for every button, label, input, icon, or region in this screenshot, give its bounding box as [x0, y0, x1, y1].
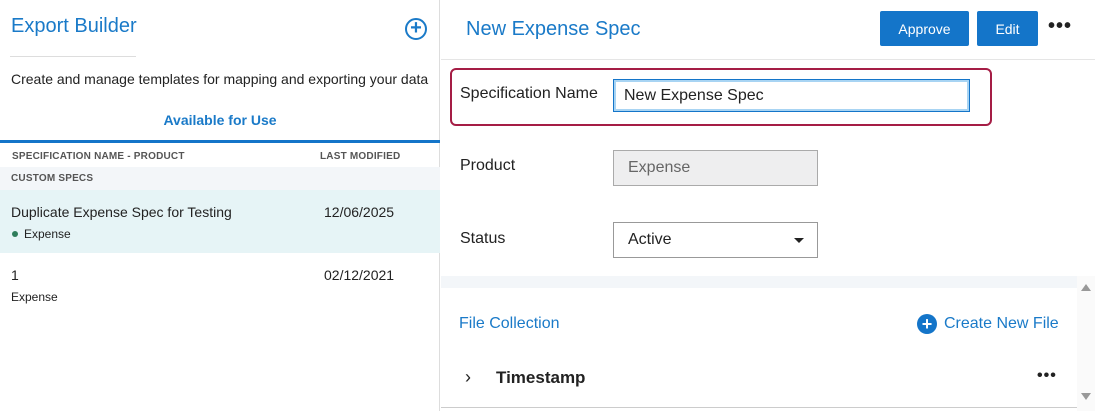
more-options-icon[interactable]: ••• [1048, 15, 1073, 37]
group-custom-specs: CUSTOM SPECS [0, 167, 440, 190]
approve-button[interactable]: Approve [880, 11, 969, 46]
spec-list-panel: Export Builder + Create and manage templ… [0, 0, 440, 411]
status-label: Status [460, 230, 506, 247]
product-field: Expense [613, 150, 818, 186]
plus-circle-icon[interactable]: + [917, 314, 937, 334]
table-row[interactable]: Duplicate Expense Spec for Testing Expen… [0, 190, 440, 253]
scroll-down-icon[interactable] [1081, 393, 1091, 400]
spec-name-label: Specification Name [460, 85, 598, 102]
spec-modified: 02/12/2021 [324, 267, 395, 283]
scroll-up-icon[interactable] [1081, 284, 1091, 291]
spec-title: New Expense Spec [466, 18, 641, 40]
product-label: Product [460, 157, 516, 174]
panel-title: Export Builder [11, 15, 137, 37]
file-item-name[interactable]: Timestamp [496, 368, 586, 387]
spec-name: Duplicate Expense Spec for Testing [11, 204, 232, 220]
tab-indicator [0, 140, 440, 143]
spec-detail-panel: New Expense Spec Approve Edit ••• Specif… [441, 0, 1095, 411]
divider [10, 56, 136, 57]
status-select[interactable]: Active [613, 222, 818, 258]
tab-available-for-use[interactable]: Available for Use [163, 112, 277, 128]
column-header-name[interactable]: SPECIFICATION NAME - PRODUCT [12, 151, 185, 162]
spec-name-input[interactable] [613, 79, 970, 112]
create-new-file-link[interactable]: Create New File [944, 315, 1059, 332]
column-header-modified[interactable]: LAST MODIFIED [320, 151, 401, 162]
divider [441, 407, 1077, 408]
table-row[interactable]: 1 Expense 02/12/2021 [0, 253, 440, 315]
chevron-down-icon [794, 238, 804, 243]
spec-name: 1 [11, 267, 19, 283]
edit-button[interactable]: Edit [977, 11, 1038, 46]
spec-modified: 12/06/2025 [324, 204, 395, 220]
add-spec-icon[interactable]: + [405, 18, 427, 40]
section-divider [441, 276, 1077, 288]
scrollbar[interactable] [1077, 276, 1095, 411]
highlight-box [450, 68, 992, 126]
spec-product: Expense [24, 227, 71, 241]
status-dot-icon [12, 231, 18, 237]
spec-product: Expense [11, 290, 58, 304]
panel-description: Create and manage templates for mapping … [11, 71, 429, 87]
chevron-right-icon[interactable]: › [465, 367, 471, 387]
file-collection-heading: File Collection [459, 315, 560, 332]
divider [441, 59, 1095, 60]
file-more-icon[interactable]: ••• [1037, 367, 1057, 384]
status-value: Active [628, 231, 672, 248]
